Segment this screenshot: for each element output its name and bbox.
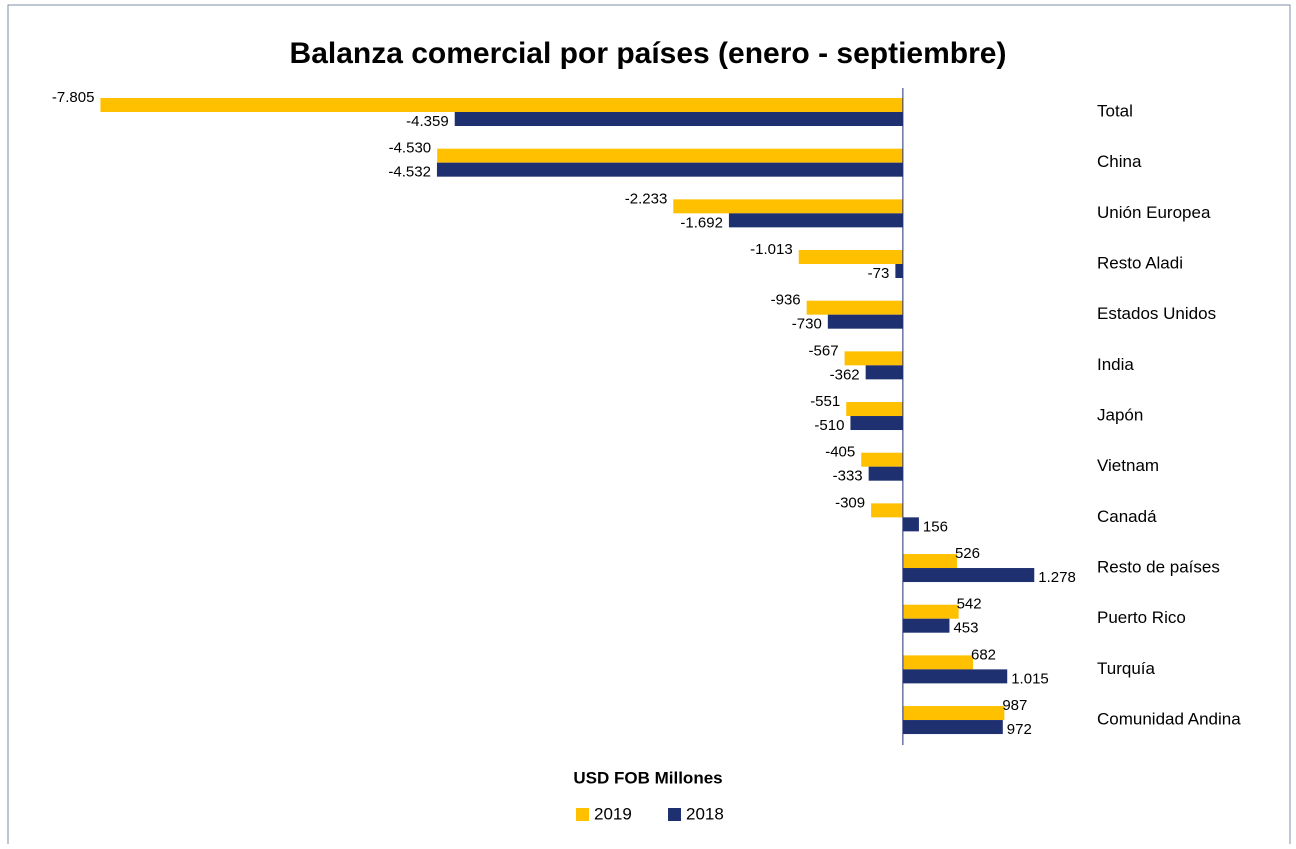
- data-label: 526: [955, 545, 980, 562]
- bar: [436, 162, 903, 177]
- data-label: -1.013: [750, 241, 793, 258]
- bar: [902, 618, 950, 633]
- data-label: 682: [971, 646, 996, 663]
- data-label: -309: [835, 494, 865, 511]
- category-label: Comunidad Andina: [1097, 710, 1241, 729]
- bar: [850, 416, 903, 431]
- data-label: 1.015: [1011, 670, 1049, 687]
- category-label: Turquía: [1097, 659, 1156, 678]
- chart-title: Balanza comercial por países (enero - se…: [290, 37, 1007, 70]
- data-label: -936: [771, 292, 801, 309]
- bar: [437, 148, 903, 163]
- data-label: -405: [825, 444, 855, 461]
- data-label: -2.233: [625, 190, 668, 207]
- bar: [902, 568, 1035, 583]
- bar: [861, 452, 903, 467]
- data-label: 972: [1007, 721, 1032, 738]
- bar: [454, 112, 903, 126]
- bar: [868, 466, 903, 481]
- data-label: 453: [953, 620, 978, 637]
- bar: [902, 720, 1003, 735]
- data-label: 987: [1002, 697, 1027, 714]
- legend-label: 2019: [594, 804, 632, 823]
- data-label: -4.532: [388, 164, 431, 181]
- data-label: 1.278: [1038, 569, 1076, 586]
- category-label: Puerto Rico: [1097, 608, 1186, 627]
- bar: [806, 300, 903, 315]
- bar: [902, 655, 973, 670]
- bar: [844, 351, 903, 366]
- data-label: -333: [833, 468, 863, 485]
- frame: [7, 4, 1291, 849]
- axis-label: USD FOB Millones: [573, 768, 722, 787]
- bar: [902, 554, 957, 569]
- bar: [902, 604, 959, 619]
- data-label: -510: [814, 417, 844, 434]
- data-label: -551: [810, 393, 840, 410]
- bar: [865, 365, 903, 380]
- category-label: Total: [1097, 101, 1133, 120]
- data-label: -1.692: [680, 214, 723, 231]
- category-label: Canadá: [1097, 507, 1157, 526]
- legend-label: 2018: [686, 804, 724, 823]
- data-label: -4.530: [389, 140, 432, 157]
- category-label: Unión Europea: [1097, 203, 1211, 222]
- bar: [871, 503, 903, 518]
- bar: [902, 517, 919, 532]
- data-label: -7.805: [52, 89, 95, 106]
- category-label: India: [1097, 355, 1134, 374]
- data-label: -73: [868, 265, 890, 282]
- data-label: -567: [809, 342, 839, 359]
- bar: [798, 250, 903, 265]
- bar: [902, 669, 1008, 684]
- category-label: Japón: [1097, 406, 1143, 425]
- data-label: 156: [923, 518, 948, 535]
- data-label: -730: [792, 316, 822, 333]
- bar: [902, 706, 1005, 721]
- bar: [100, 98, 903, 112]
- category-label: Estados Unidos: [1097, 304, 1216, 323]
- data-label: -362: [830, 366, 860, 383]
- bar: [827, 314, 903, 329]
- bar: [728, 213, 903, 228]
- legend-swatch: [668, 808, 681, 821]
- data-label: 542: [957, 596, 982, 613]
- data-label: -4.359: [406, 113, 449, 130]
- category-label: Resto Aladi: [1097, 253, 1183, 272]
- bar: [895, 264, 903, 279]
- bar: [673, 199, 903, 214]
- bar: [846, 402, 903, 417]
- category-label: China: [1097, 152, 1142, 171]
- category-label: Resto de países: [1097, 558, 1220, 577]
- legend-swatch: [576, 808, 589, 821]
- category-label: Vietnam: [1097, 456, 1159, 475]
